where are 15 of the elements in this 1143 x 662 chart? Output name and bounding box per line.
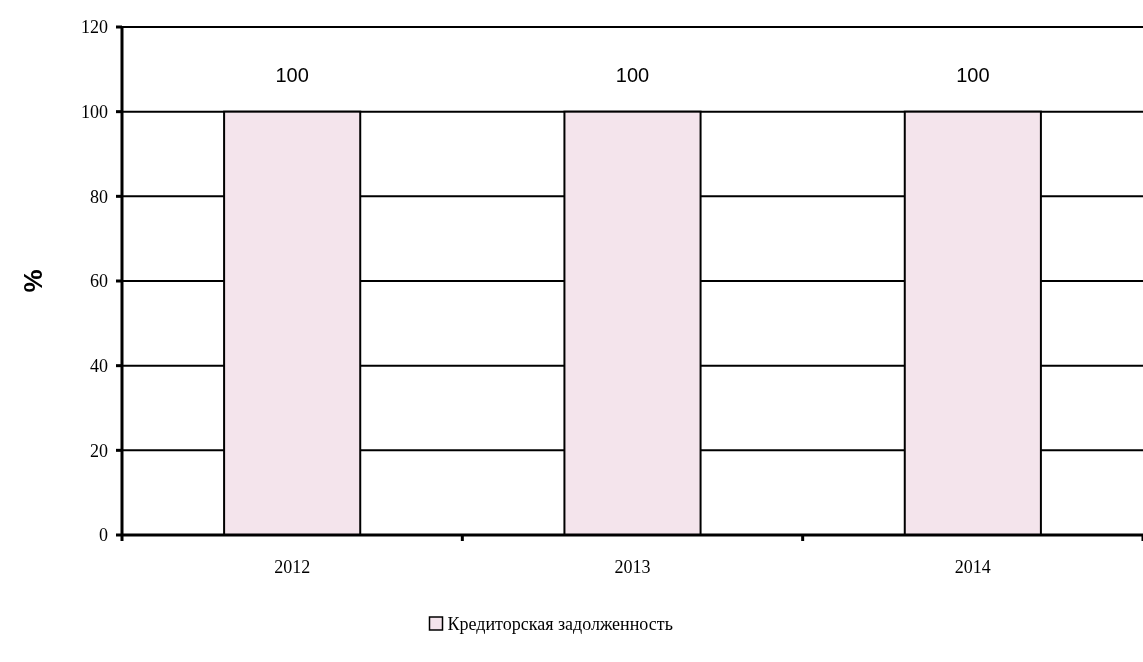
x-tick-label: 2013 (614, 557, 651, 577)
y-tick-label: 80 (90, 186, 108, 207)
y-tick-label: 120 (81, 17, 108, 38)
x-tick-label: 2012 (274, 557, 311, 577)
y-tick-label: 60 (90, 271, 108, 292)
data-label: 100 (956, 63, 990, 86)
y-tick-label: 40 (90, 355, 108, 376)
y-tick-label: 20 (90, 440, 108, 461)
y-tick-label: 0 (99, 525, 108, 546)
y-tick-label: 100 (81, 101, 108, 122)
x-tick-label: 2014 (954, 557, 991, 577)
legend-label: Кредиторская задолженность (447, 614, 673, 634)
data-label: 100 (275, 63, 309, 86)
data-label: 100 (615, 63, 650, 86)
y-axis-title: % (18, 269, 48, 293)
